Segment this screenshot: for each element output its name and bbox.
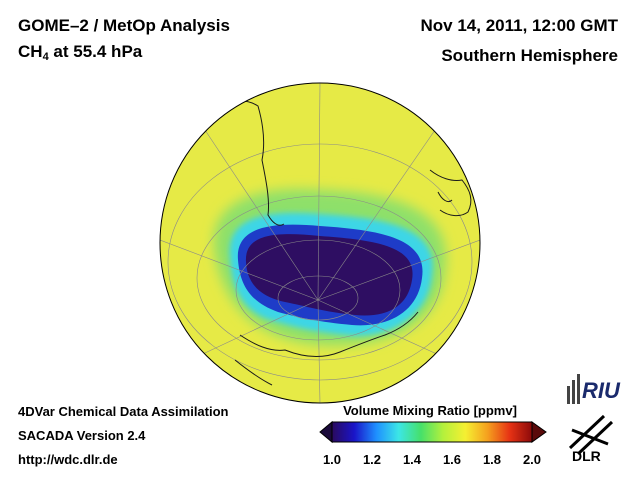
level-label: at 55.4 hPa: [48, 42, 143, 61]
south-america-coast: [221, 100, 285, 226]
footer-line1: 4DVar Chemical Data Assimilation: [18, 404, 229, 419]
dlr-logo-icon: [568, 414, 614, 456]
species-subscript: 4: [42, 51, 49, 63]
title-species-level: CH4 at 55.4 hPa: [18, 42, 142, 63]
africa-tip: [437, 191, 453, 203]
footer-url[interactable]: http://wdc.dlr.de: [18, 452, 118, 467]
colorbar-tick-label: 1.2: [362, 452, 382, 467]
title-line1: GOME–2 / MetOp Analysis: [18, 16, 230, 35]
datetime-label: Nov 14, 2011, 12:00 GMT: [420, 16, 619, 35]
riu-logo: RIU: [567, 374, 621, 404]
antarctica-coast: [239, 311, 419, 357]
hemisphere-label: Southern Hemisphere: [441, 46, 618, 65]
graticule: [160, 83, 480, 403]
colorbar-min-arrow: [319, 420, 333, 444]
footer-line2: SACADA Version 2.4: [18, 428, 146, 443]
colorbar-max-arrow: [531, 421, 547, 443]
species-label: CH: [18, 42, 43, 61]
colorbar-tick-label: 1.8: [482, 452, 502, 467]
new-zealand-region: [234, 359, 273, 386]
africa-coast: [429, 169, 472, 217]
colorbar-title: Volume Mixing Ratio [ppmv]: [343, 403, 517, 418]
colorbar-gradient: [331, 421, 533, 443]
riu-logo-text: RIU: [582, 378, 621, 403]
coastlines: [221, 100, 472, 386]
colorbar-tick-label: 1.4: [402, 452, 422, 467]
colorbar-tick-label: 2.0: [522, 452, 542, 467]
dlr-logo-text: DLR: [572, 448, 601, 464]
globe-outline: [159, 82, 481, 404]
colorbar-tick-label: 1.0: [322, 452, 342, 467]
colorbar: [319, 420, 547, 444]
colorbar-tick-label: 1.6: [442, 452, 462, 467]
